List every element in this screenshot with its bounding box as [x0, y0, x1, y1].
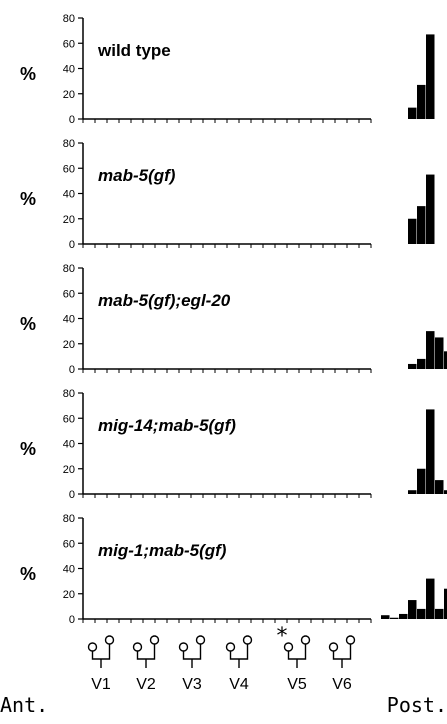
- bar: [408, 107, 417, 119]
- bar: [381, 615, 390, 619]
- y-tick-label: 80: [63, 138, 75, 150]
- y-tick-label: 20: [63, 214, 75, 226]
- cell-label: V3: [182, 676, 202, 693]
- cell-circle: [104, 635, 115, 645]
- y-axis-label: %: [20, 64, 36, 84]
- panel-2: 0 20 40 60 80% mab-5(gf): [20, 138, 435, 251]
- cell-circle: [328, 642, 339, 652]
- cell-label: V1: [91, 676, 111, 693]
- cell-label: V4: [229, 676, 249, 693]
- cell-circle: [132, 642, 143, 652]
- bar: [417, 84, 426, 119]
- y-tick-label: 20: [63, 589, 75, 601]
- cell-circle: [149, 635, 160, 645]
- cell-bracket: [91, 644, 111, 668]
- cell-circle: [195, 635, 206, 645]
- bar: [435, 480, 444, 494]
- cell-group-V2: V2: [132, 635, 160, 693]
- y-tick-label: 0: [69, 364, 75, 376]
- panels: 0 20 40 60 80% wild type 0 20 40 60 80% mab-5(gf) 0 2…: [20, 13, 447, 626]
- y-tick-label: 40: [63, 439, 75, 451]
- cell-circle: [345, 635, 356, 645]
- y-tick-label: 80: [63, 388, 75, 400]
- bar: [408, 490, 417, 494]
- y-tick-label: 60: [63, 288, 75, 300]
- bar: [408, 600, 417, 619]
- bar: [417, 206, 426, 244]
- y-tick-label: 0: [69, 489, 75, 501]
- y-axis-label: %: [20, 189, 36, 209]
- cell-group-V1: V1: [87, 635, 115, 693]
- y-tick-label: 0: [69, 114, 75, 126]
- cell-group-V4: V4: [225, 635, 253, 693]
- cell-circle: [225, 642, 236, 652]
- y-tick-label: 60: [63, 538, 75, 550]
- cell-label: V2: [136, 676, 156, 693]
- y-tick-label: 20: [63, 339, 75, 351]
- y-axis-label: %: [20, 439, 36, 459]
- bar: [408, 218, 417, 244]
- bar: [390, 617, 399, 619]
- panel-title: mig-14;mab-5(gf): [98, 416, 236, 435]
- cell-bracket: [182, 644, 202, 668]
- cell-bracket: [136, 644, 156, 668]
- cell-bracket: [332, 644, 352, 668]
- cell-group-V5: V5: [283, 635, 311, 693]
- y-tick-label: 80: [63, 263, 75, 275]
- y-tick-label: 60: [63, 163, 75, 175]
- asterisk-marker: *: [277, 624, 288, 649]
- bar: [426, 34, 435, 119]
- cell-diagram: V1 V2 V3 V4 V5 V6 *: [87, 624, 356, 693]
- y-tick-label: 20: [63, 464, 75, 476]
- bar: [426, 578, 435, 619]
- y-tick-label: 40: [63, 64, 75, 76]
- panel-title: wild type: [97, 41, 171, 60]
- posterior-label: Post.: [387, 693, 447, 717]
- anterior-label: Ant.: [0, 693, 48, 717]
- bar: [435, 608, 444, 619]
- y-tick-label: 0: [69, 614, 75, 626]
- cell-circle: [178, 642, 189, 652]
- cell-label: V5: [287, 676, 307, 693]
- y-tick-label: 0: [69, 239, 75, 251]
- cell-circle: [300, 635, 311, 645]
- cell-group-V6: V6: [328, 635, 356, 693]
- bar: [426, 409, 435, 494]
- bar: [444, 490, 447, 494]
- cell-circle: [87, 642, 98, 652]
- y-tick-label: 20: [63, 89, 75, 101]
- y-tick-label: 80: [63, 513, 75, 525]
- panel-title: mab-5(gf): [98, 166, 176, 185]
- bar: [426, 174, 435, 244]
- cell-bracket: [287, 644, 307, 668]
- bar: [444, 588, 447, 619]
- panel-title: mab-5(gf);egl-20: [98, 291, 231, 310]
- y-tick-label: 80: [63, 13, 75, 25]
- panel-title: mig-1;mab-5(gf): [98, 541, 227, 560]
- y-axis-label: %: [20, 314, 36, 334]
- panel-5: 0 20 40 60 80% mig-1;mab-5(gf): [20, 513, 447, 626]
- cell-group-V3: V3: [178, 635, 206, 693]
- cell-circle: [242, 635, 253, 645]
- cell-bracket: [229, 644, 249, 668]
- y-tick-label: 40: [63, 564, 75, 576]
- cell-label: V6: [332, 676, 352, 693]
- y-tick-label: 40: [63, 314, 75, 326]
- panel-4: 0 20 40 60 80% mig-14;mab-5(gf): [20, 388, 447, 501]
- bar: [444, 351, 447, 369]
- y-axis-label: %: [20, 564, 36, 584]
- bar: [417, 468, 426, 494]
- y-tick-label: 40: [63, 189, 75, 201]
- bar: [417, 608, 426, 619]
- bar: [426, 331, 435, 369]
- panel-1: 0 20 40 60 80% wild type: [20, 13, 435, 126]
- bar: [399, 613, 408, 619]
- bar: [408, 363, 417, 369]
- y-tick-label: 60: [63, 38, 75, 50]
- y-tick-label: 60: [63, 413, 75, 425]
- bar: [435, 337, 444, 369]
- panel-3: 0 20 40 60 80% mab-5(gf);egl-20: [20, 263, 447, 376]
- bar: [417, 358, 426, 369]
